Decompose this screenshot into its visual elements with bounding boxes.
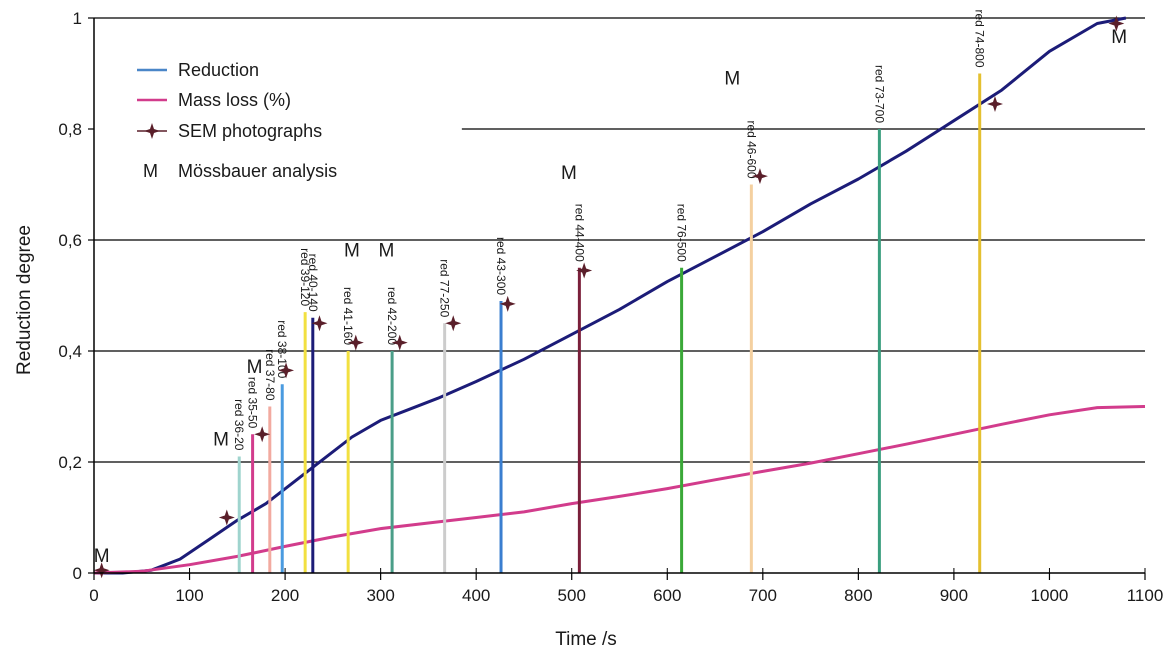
sem-marker-4 (311, 315, 328, 332)
sem-marker-11 (986, 96, 1003, 113)
x-tick-label-8: 800 (844, 586, 872, 605)
sample-label-5: red 40-140 (306, 254, 320, 312)
y-tick-label-4: 0,8 (58, 120, 82, 139)
y-tick-label-1: 0,2 (58, 453, 82, 472)
mossbauer-mark-3: M (344, 241, 360, 262)
sem-marker-1 (218, 509, 235, 526)
sample-label-9: red 43-300 (494, 237, 508, 295)
sample-label-6: red 41-160 (341, 287, 355, 345)
sem-marker-2 (254, 426, 271, 443)
sample-label-8: red 77-250 (438, 259, 452, 317)
mossbauer-mark-7: M (1111, 27, 1127, 48)
x-tick-label-4: 400 (462, 586, 490, 605)
sample-label-2: red 37-80 (263, 349, 277, 401)
x-tick-label-1: 100 (175, 586, 203, 605)
mossbauer-mark-0: M (94, 546, 110, 567)
mossbauer-mark-6: M (724, 69, 740, 90)
sample-label-7: red 42-200 (385, 287, 399, 345)
sem-marker-10 (751, 168, 768, 185)
legend: Reduction Mass loss (%) SEM photographs … (137, 60, 337, 181)
x-tick-label-5: 500 (558, 586, 586, 605)
mossbauer-mark-4: M (378, 241, 394, 262)
axes (88, 17, 1146, 580)
sem-marker-5 (347, 334, 364, 351)
x-tick-label-11: 1100 (1127, 586, 1164, 605)
sample-label-12: red 46-600 (744, 120, 758, 178)
mossbauer-mark-2: M (247, 357, 263, 378)
tick-labels: 0 0,2 0,4 0,6 0,8 1 0 100 200 300 400 500 600 700 800 9… (58, 9, 1163, 605)
x-tick-label-0: 0 (89, 586, 98, 605)
y-tick-label-3: 0,6 (58, 231, 82, 250)
y-tick-label-0: 0 (73, 564, 82, 583)
sem-marker-7 (445, 315, 462, 332)
legend-symbol-mossbauer: M (143, 161, 158, 181)
y-tick-label-5: 1 (73, 9, 82, 28)
legend-label-mass-loss: Mass loss (%) (178, 90, 291, 110)
x-tick-label-2: 200 (271, 586, 299, 605)
sem-marker-8 (499, 295, 516, 312)
x-tick-label-7: 700 (749, 586, 777, 605)
sem-marker-9 (576, 262, 593, 279)
sample-label-11: red 76-500 (675, 204, 689, 262)
sample-label-4: red 39-120 (298, 248, 312, 306)
legend-label-sem: SEM photographs (178, 121, 322, 141)
x-tick-label-10: 1000 (1031, 586, 1069, 605)
legend-label-mossbauer: Mössbauer analysis (178, 161, 337, 181)
sample-label-14: red 74-800 (973, 9, 987, 67)
legend-marker-sem (137, 123, 167, 139)
sample-label-1: red 35-50 (246, 377, 260, 429)
sample-label-10: red 44-400 (572, 204, 586, 262)
x-tick-label-6: 600 (653, 586, 681, 605)
gridlines (94, 17, 1145, 463)
x-axis-title: Time /s (555, 629, 617, 650)
mossbauer-mark-5: M (561, 163, 577, 184)
sample-label-13: red 73-700 (872, 65, 886, 123)
x-tick-label-9: 900 (940, 586, 968, 605)
legend-label-reduction: Reduction (178, 60, 259, 80)
y-tick-label-2: 0,4 (58, 342, 82, 361)
mossbauer-mark-1: M (213, 429, 229, 450)
x-tick-label-3: 300 (366, 586, 394, 605)
sem-marker-12 (1108, 15, 1125, 32)
sem-marker-6 (391, 334, 408, 351)
sem-marker-0 (93, 562, 110, 579)
sem-marker-3 (278, 362, 295, 379)
y-axis-title: Reduction degree (14, 225, 35, 375)
sample-label-0: red 36-20 (232, 399, 246, 451)
